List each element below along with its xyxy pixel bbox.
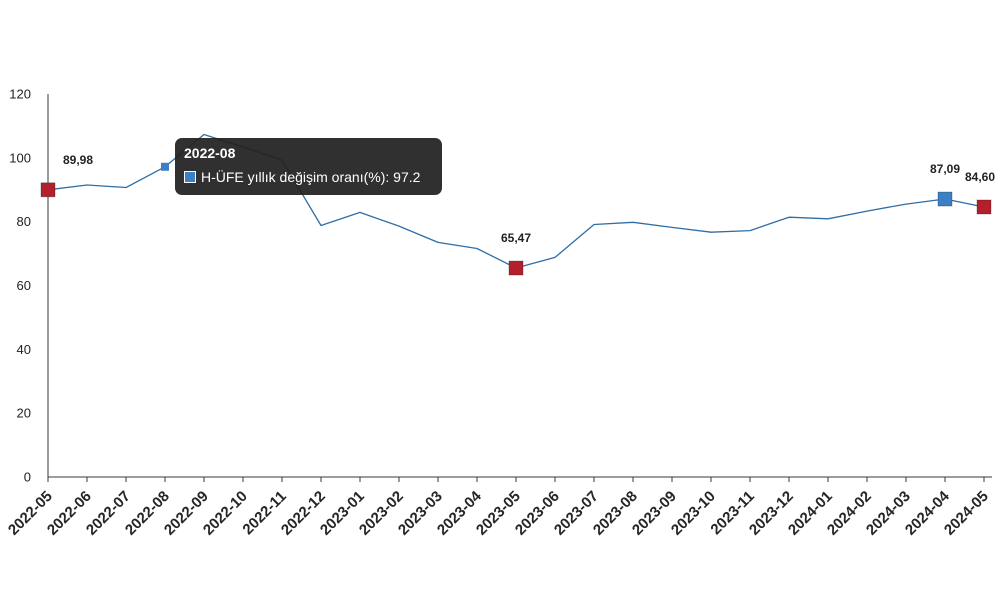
- data-label: 87,09: [930, 162, 960, 176]
- y-tick-label: 0: [24, 470, 31, 485]
- hover-point-marker[interactable]: [161, 162, 169, 171]
- data-point[interactable]: [707, 228, 715, 236]
- data-label: 84,60: [965, 170, 995, 184]
- data-label: 65,47: [501, 231, 531, 245]
- point-marker[interactable]: [40, 182, 56, 198]
- y-tick-label: 100: [9, 150, 31, 165]
- data-point[interactable]: [356, 208, 364, 216]
- data-point[interactable]: [83, 181, 91, 189]
- data-point[interactable]: [551, 253, 559, 261]
- point-marker[interactable]: [976, 199, 992, 215]
- data-point[interactable]: [122, 184, 130, 192]
- data-point[interactable]: [395, 222, 403, 230]
- legend-swatch: [184, 171, 196, 183]
- data-point[interactable]: [590, 221, 598, 229]
- data-point[interactable]: [473, 244, 481, 252]
- data-label: 89,98: [63, 153, 93, 167]
- data-point[interactable]: [863, 207, 871, 215]
- data-point[interactable]: [317, 221, 325, 229]
- data-point[interactable]: [629, 218, 637, 226]
- tooltip-series-name: H-ÜFE yıllık değişim oranı(%): [201, 169, 386, 185]
- y-tick-label: 40: [17, 342, 31, 357]
- tooltip-row: H-ÜFE yıllık değişim oranı(%) 97.2: [184, 168, 433, 186]
- data-point[interactable]: [902, 200, 910, 208]
- data-point[interactable]: [434, 238, 442, 246]
- y-tick-label: 120: [9, 87, 31, 102]
- point-marker[interactable]: [508, 260, 524, 276]
- data-point[interactable]: [785, 213, 793, 221]
- data-point[interactable]: [746, 227, 754, 235]
- data-point[interactable]: [824, 215, 832, 223]
- point-marker[interactable]: [937, 191, 953, 207]
- y-tick-label: 20: [17, 406, 31, 421]
- y-tick-label: 80: [17, 214, 31, 229]
- tooltip-value: 97.2: [385, 168, 420, 186]
- y-tick-label: 60: [17, 278, 31, 293]
- x-tick-label: 2024-05: [941, 488, 992, 539]
- data-point[interactable]: [668, 223, 676, 231]
- tooltip-title: 2022-08: [184, 145, 236, 161]
- tooltip: 2022-08 H-ÜFE yıllık değişim oranı(%) 97…: [175, 138, 442, 195]
